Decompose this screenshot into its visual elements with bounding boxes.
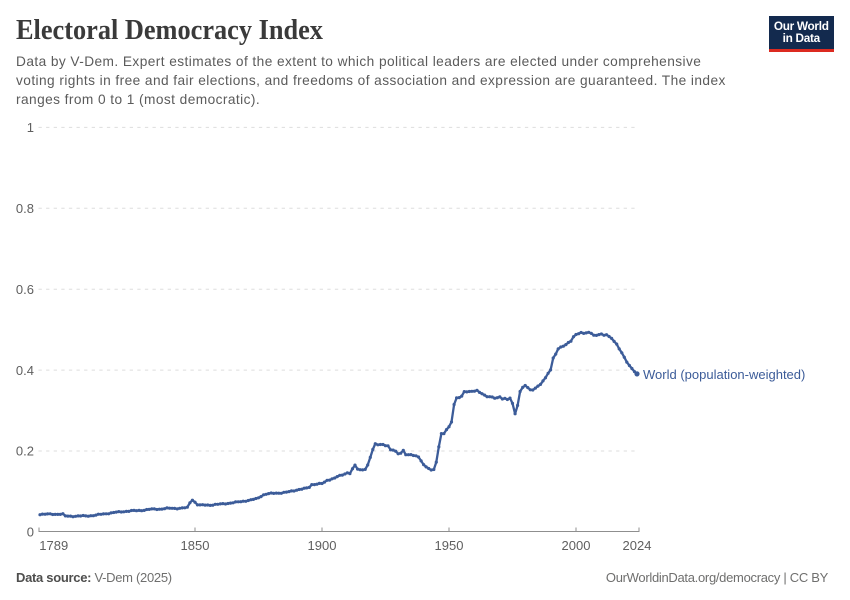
svg-text:0: 0: [27, 524, 34, 539]
svg-text:World (population-weighted): World (population-weighted): [643, 367, 805, 382]
svg-text:1850: 1850: [181, 538, 210, 553]
svg-text:2000: 2000: [562, 538, 591, 553]
svg-text:0.6: 0.6: [16, 282, 34, 297]
svg-text:1789: 1789: [39, 538, 68, 553]
svg-text:0.8: 0.8: [16, 201, 34, 216]
svg-text:1950: 1950: [435, 538, 464, 553]
svg-text:1: 1: [27, 120, 34, 135]
svg-text:0.2: 0.2: [16, 444, 34, 459]
svg-text:1900: 1900: [308, 538, 337, 553]
svg-text:2024: 2024: [623, 538, 652, 553]
svg-text:0.4: 0.4: [16, 363, 34, 378]
